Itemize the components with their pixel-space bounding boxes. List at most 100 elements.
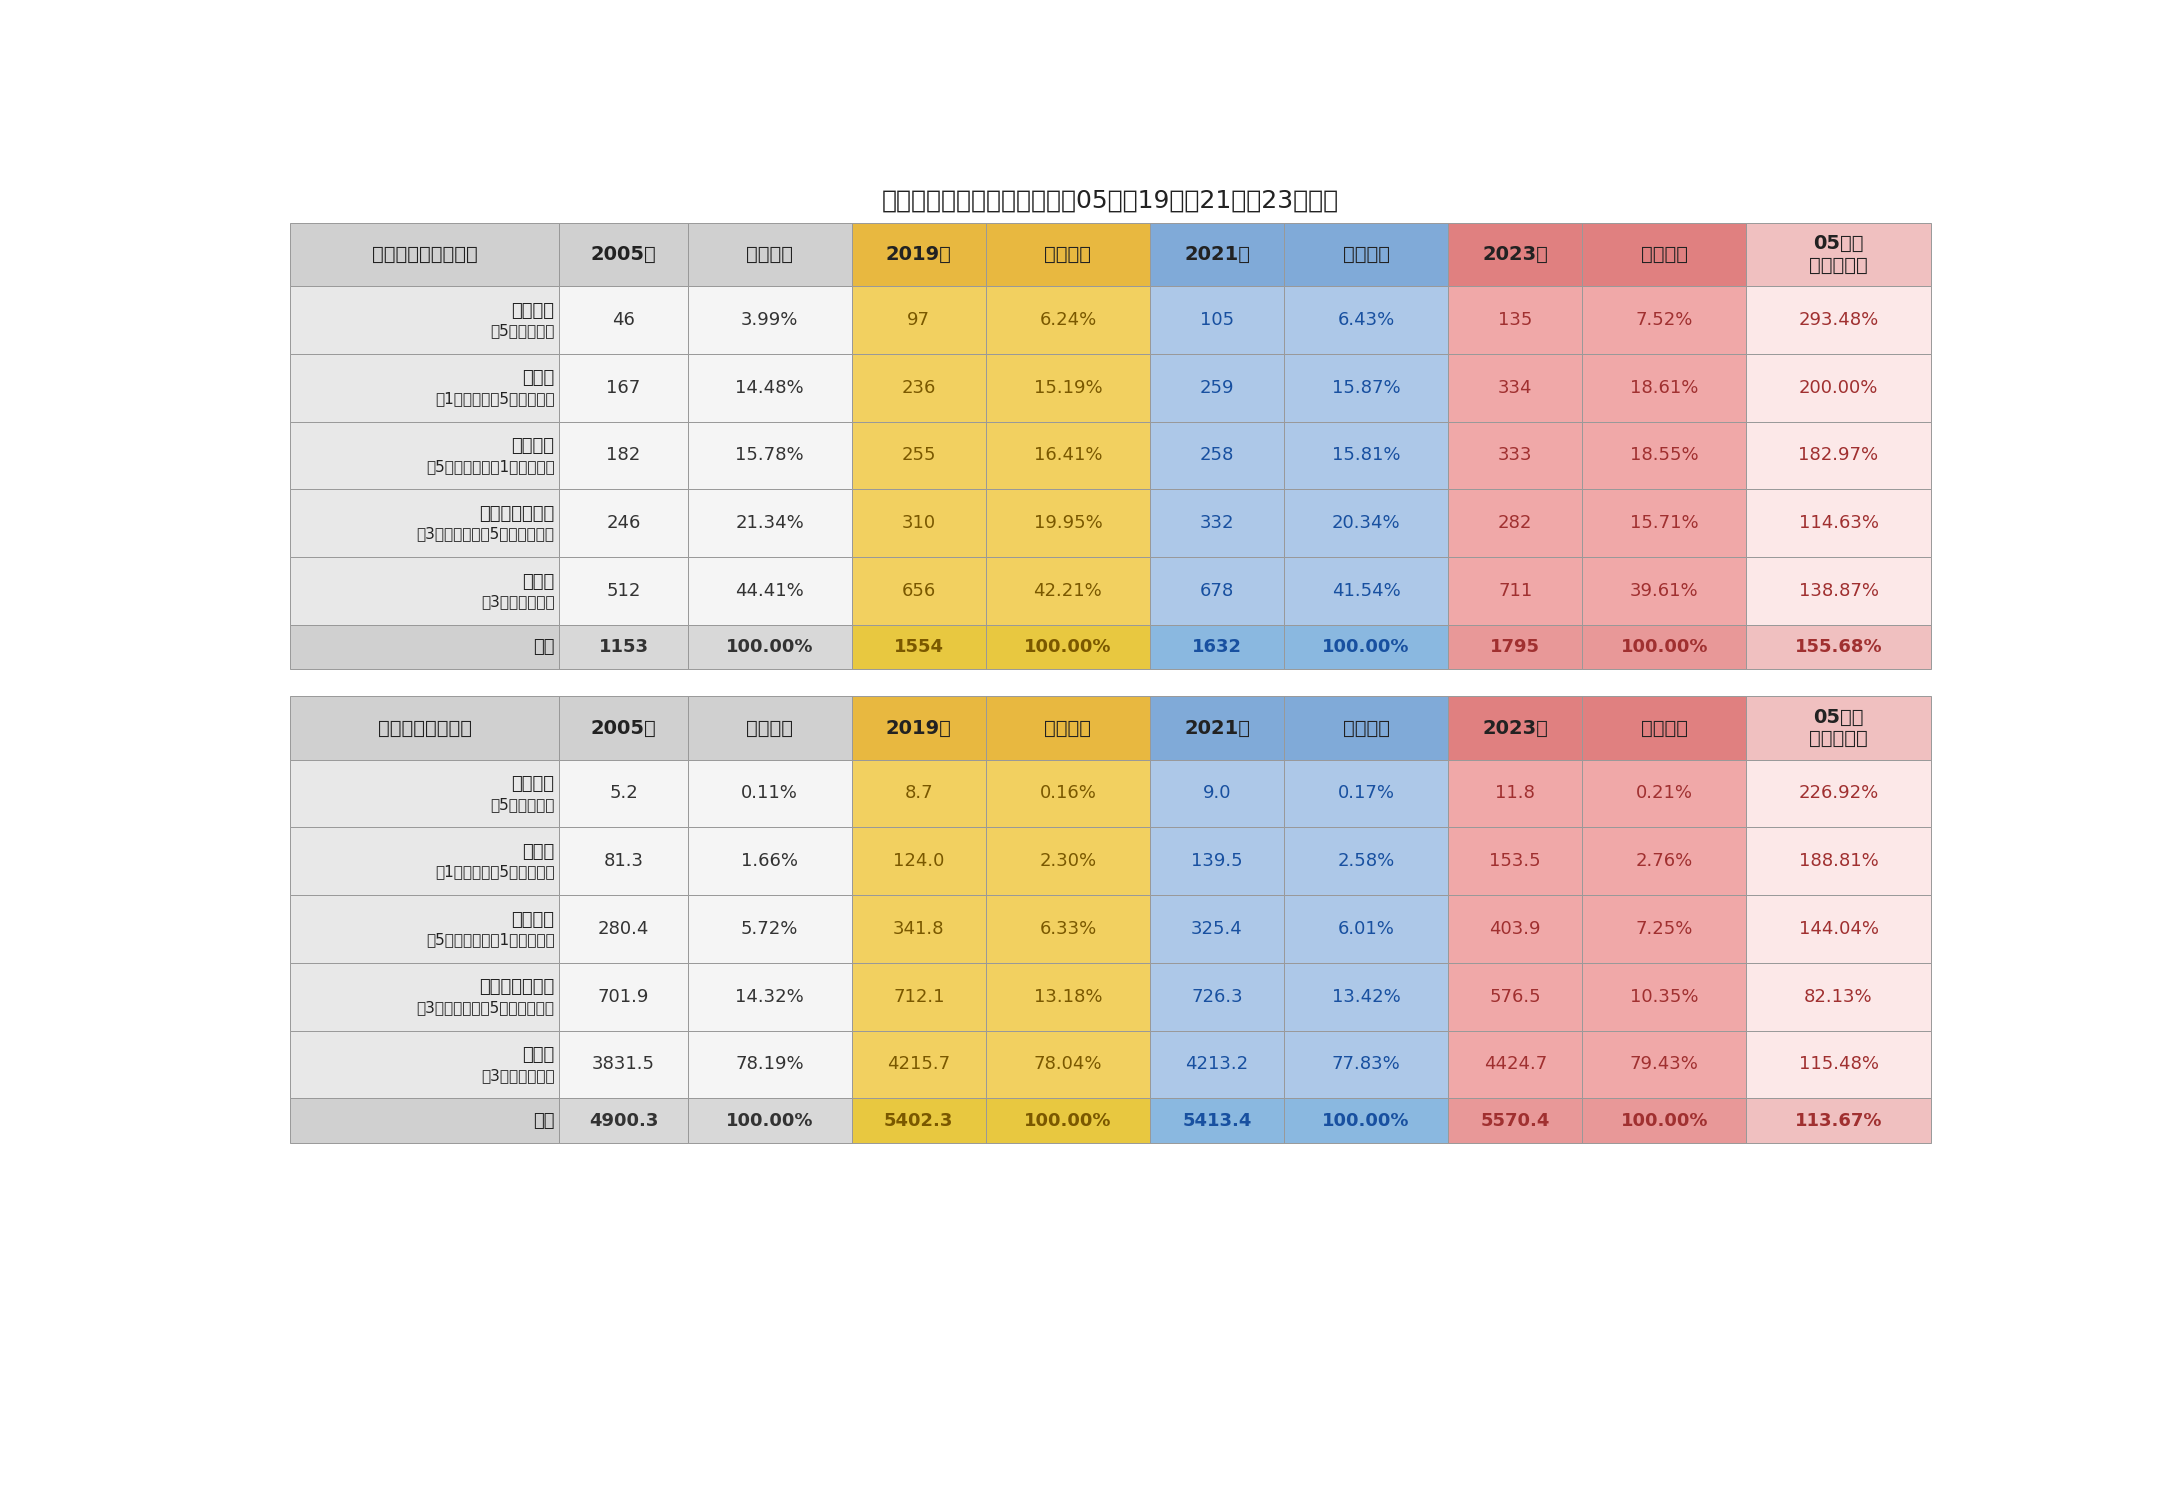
Bar (687, 895, 852, 962)
Text: 113.67%: 113.67% (1794, 1112, 1883, 1130)
Text: 19.95%: 19.95% (1034, 514, 1103, 532)
Text: 334: 334 (1497, 379, 1532, 396)
Bar (1747, 1099, 1931, 1143)
Bar (290, 696, 559, 759)
Text: 0.17%: 0.17% (1337, 784, 1396, 802)
Bar (687, 962, 852, 1031)
Text: 105: 105 (1201, 310, 1233, 328)
Bar (1448, 557, 1582, 625)
Bar (1285, 1099, 1448, 1143)
Text: 333: 333 (1497, 447, 1532, 465)
Text: 255: 255 (901, 447, 936, 465)
Bar (1448, 353, 1582, 422)
Bar (986, 557, 1151, 625)
Bar (1582, 1031, 1747, 1099)
Text: 5402.3: 5402.3 (884, 1112, 953, 1130)
Bar (290, 287, 559, 353)
Bar (687, 422, 852, 489)
Text: 78.19%: 78.19% (735, 1056, 804, 1074)
Bar (852, 557, 986, 625)
Text: 341.8: 341.8 (893, 919, 945, 939)
Bar (1448, 625, 1582, 670)
Text: マス層: マス層 (522, 1047, 555, 1065)
Bar (986, 1099, 1151, 1143)
Text: 準富裕層: 準富裕層 (511, 437, 555, 456)
Text: （3千万円以上　5千万円未満）: （3千万円以上 5千万円未満） (416, 527, 555, 542)
Text: 8.7: 8.7 (904, 784, 934, 802)
Bar (1582, 287, 1747, 353)
Text: 4900.3: 4900.3 (589, 1112, 659, 1130)
Text: 403.9: 403.9 (1489, 919, 1541, 939)
Text: 5413.4: 5413.4 (1183, 1112, 1253, 1130)
Bar (559, 759, 687, 827)
Text: 138.87%: 138.87% (1799, 582, 1879, 600)
Text: 7.52%: 7.52% (1636, 310, 1692, 328)
Bar (1285, 223, 1448, 287)
Text: 超富裕層: 超富裕層 (511, 775, 555, 793)
Text: 6.33%: 6.33% (1040, 919, 1097, 939)
Bar (1448, 422, 1582, 489)
Text: 準富裕層: 準富裕層 (511, 910, 555, 928)
Text: 2005年: 2005年 (592, 719, 657, 738)
Bar (1151, 625, 1285, 670)
Bar (1448, 759, 1582, 827)
Text: （割合）: （割合） (1344, 719, 1389, 738)
Text: 246: 246 (607, 514, 641, 532)
Text: 282: 282 (1497, 514, 1532, 532)
Text: 2019年: 2019年 (886, 719, 951, 738)
Text: 114.63%: 114.63% (1799, 514, 1879, 532)
Bar (559, 962, 687, 1031)
Text: 0.21%: 0.21% (1636, 784, 1692, 802)
Text: 1.66%: 1.66% (741, 852, 797, 870)
Bar (559, 625, 687, 670)
Bar (1151, 422, 1285, 489)
Bar (1151, 489, 1285, 557)
Bar (1285, 489, 1448, 557)
Text: 16.41%: 16.41% (1034, 447, 1103, 465)
Text: 100.00%: 100.00% (726, 639, 813, 656)
Bar (1747, 895, 1931, 962)
Text: 15.81%: 15.81% (1333, 447, 1400, 465)
Bar (1285, 353, 1448, 422)
Bar (986, 895, 1151, 962)
Bar (290, 353, 559, 422)
Bar (1747, 1031, 1931, 1099)
Text: 超富裕層: 超富裕層 (511, 301, 555, 319)
Text: 10.35%: 10.35% (1630, 988, 1699, 1005)
Text: 41.54%: 41.54% (1333, 582, 1400, 600)
Text: ＜階層別の純金融資産推移（05年・19年・21年・23年）＞: ＜階層別の純金融資産推移（05年・19年・21年・23年）＞ (882, 189, 1339, 212)
Text: 656: 656 (901, 582, 936, 600)
Bar (687, 353, 852, 422)
Text: （割合）: （割合） (1344, 245, 1389, 264)
Bar (1285, 962, 1448, 1031)
Text: （増減率）: （増減率） (1809, 255, 1868, 275)
Text: 2.76%: 2.76% (1636, 852, 1692, 870)
Bar (687, 827, 852, 895)
Text: 1554: 1554 (893, 639, 945, 656)
Bar (290, 625, 559, 670)
Bar (559, 223, 687, 287)
Bar (559, 489, 687, 557)
Bar (852, 827, 986, 895)
Bar (1285, 625, 1448, 670)
Bar (1582, 827, 1747, 895)
Text: 100.00%: 100.00% (1322, 639, 1411, 656)
Text: 14.48%: 14.48% (735, 379, 804, 396)
Bar (290, 962, 559, 1031)
Bar (1151, 287, 1285, 353)
Bar (1582, 962, 1747, 1031)
Bar (852, 353, 986, 422)
Text: 4424.7: 4424.7 (1484, 1056, 1547, 1074)
Text: 2.30%: 2.30% (1040, 852, 1097, 870)
Text: 15.19%: 15.19% (1034, 379, 1103, 396)
Text: 155.68%: 155.68% (1794, 639, 1883, 656)
Text: 2021年: 2021年 (1183, 719, 1250, 738)
Bar (1448, 223, 1582, 287)
Bar (852, 287, 986, 353)
Bar (1285, 287, 1448, 353)
Bar (1448, 696, 1582, 759)
Bar (1582, 696, 1747, 759)
Bar (1151, 1099, 1285, 1143)
Text: 153.5: 153.5 (1489, 852, 1541, 870)
Bar (852, 759, 986, 827)
